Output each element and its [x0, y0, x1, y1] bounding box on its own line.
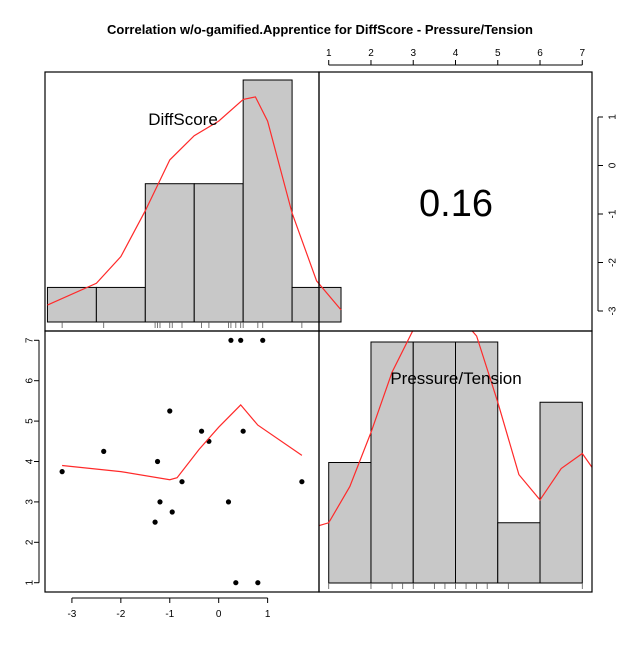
scatter-point: [154, 458, 161, 465]
pressure-density-curve: [319, 331, 592, 527]
y-axis-tick-label: 7: [25, 337, 36, 343]
x-axis-tick-label: -1: [165, 609, 174, 620]
scatter-point: [233, 580, 239, 586]
panel-border: [318, 330, 593, 593]
right-axis-tick-label: -3: [608, 306, 619, 315]
top-axis-tick-label: 5: [495, 48, 501, 59]
correlation-value: 0.16: [419, 183, 493, 225]
pressure-histogram-bar: [412, 341, 456, 584]
x-axis-tick-label: 1: [265, 609, 271, 620]
scatter-point: [240, 428, 246, 434]
panel-border: [44, 330, 320, 593]
top-axis-tick-label: 6: [537, 48, 543, 59]
y-axis-tick-label: 1: [25, 579, 36, 585]
diffscore-label: DiffScore: [148, 110, 218, 129]
right-axis-tick-label: 1: [608, 114, 619, 120]
right-axis-tick-label: -2: [608, 258, 619, 267]
scatter-point: [179, 479, 185, 485]
axes-group: -3 -2 -1 0 1 1 2 3 4 5 6 7 1 2 3 4 5 6 7 1 0 -1 -2 -3: [25, 48, 619, 620]
right-axis-tick-label: 0: [608, 162, 619, 168]
y-axis-tick-label: 4: [25, 458, 36, 464]
right-axis-tick-label: -1: [608, 209, 619, 218]
y-axis-tick-label: 6: [25, 377, 36, 383]
top-axis-tick-label: 7: [579, 48, 585, 59]
pressure-tension-label: Pressure/Tension: [390, 369, 521, 388]
scatter-point: [225, 499, 232, 505]
scatter-point: [152, 519, 158, 525]
x-axis-tick-label: -2: [116, 609, 125, 620]
diffscore-histogram-panel: [46, 79, 342, 328]
y-axis-tick-label: 3: [25, 499, 36, 505]
scatter-point: [101, 448, 107, 454]
scatter-point: [260, 337, 266, 343]
scatter-point: [167, 408, 173, 414]
top-axis-tick-label: 1: [326, 48, 332, 59]
pressure-histogram-bar: [497, 522, 541, 584]
y-axis-tick-label: 2: [25, 539, 36, 545]
scatter-point: [157, 499, 163, 505]
top-axis-tick-label: 4: [453, 48, 459, 59]
scatter-panel: [59, 337, 305, 586]
scatter-point: [228, 337, 234, 343]
x-axis-tick-label: -3: [67, 609, 76, 620]
diffscore-histogram-bar: [46, 286, 97, 323]
scatter-point: [169, 509, 175, 515]
scatter-point: [238, 337, 244, 343]
diffscore-histogram-bar: [193, 183, 244, 323]
scatter-point: [59, 469, 65, 475]
scatter-point: [299, 479, 305, 485]
diffscore-histogram-bar: [291, 286, 342, 323]
pressure-histogram-bar: [455, 341, 499, 584]
pressure-histogram-panel: [319, 331, 592, 589]
scatter-point: [255, 580, 261, 586]
pressure-histogram-bar: [370, 341, 414, 584]
top-axis-tick-label: 2: [368, 48, 374, 59]
y-axis-tick-label: 5: [25, 418, 36, 424]
diffscore-histogram-bar: [95, 286, 146, 323]
chart-title: Correlation w/o-gamified.Apprentice for …: [107, 22, 533, 37]
x-axis-tick-label: 0: [216, 609, 222, 620]
top-axis-tick-label: 3: [410, 48, 416, 59]
pressure-histogram-bar: [539, 401, 583, 584]
scatter-smooth-line: [62, 404, 303, 481]
pressure-histogram-bar: [328, 462, 372, 584]
scatter-point: [198, 428, 205, 434]
diffscore-histogram-bar: [144, 183, 195, 323]
diffscore-density-curve: [47, 96, 342, 311]
diffscore-histogram-bar: [242, 79, 293, 323]
